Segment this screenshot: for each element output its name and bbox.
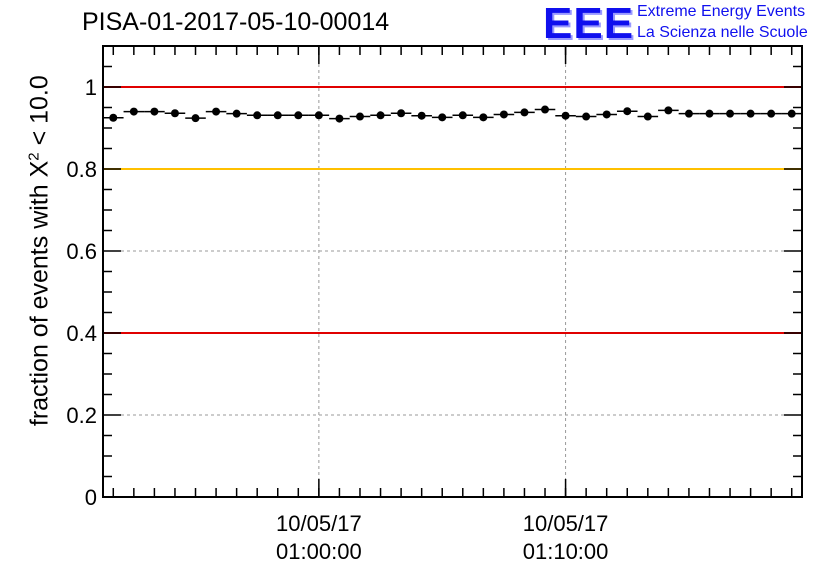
data-point: [616, 107, 638, 116]
data-point-marker: [499, 110, 508, 119]
data-point: [473, 113, 494, 122]
y-tick-label: 0: [85, 485, 97, 510]
data-point-marker: [705, 109, 714, 118]
data-point: [781, 109, 802, 118]
y-tick-label: 1: [85, 75, 97, 100]
data-point: [329, 114, 350, 123]
data-point-marker: [335, 114, 344, 123]
data-point: [144, 107, 165, 116]
data-point-marker: [417, 111, 426, 120]
data-point: [288, 111, 309, 120]
y-axis-label-suffix: < 10.0: [25, 75, 54, 153]
logo-text-line2: La Scienza nelle Scuole: [637, 24, 808, 41]
data-point-marker: [129, 107, 138, 116]
data-point: [596, 110, 617, 119]
data-point-marker: [684, 109, 693, 118]
data-point-marker: [109, 113, 118, 122]
data-point: [431, 113, 453, 122]
data-point: [246, 111, 268, 120]
data-point-marker: [520, 108, 529, 117]
y-tick-label: 0.2: [66, 403, 97, 428]
data-point-marker: [664, 106, 673, 115]
data-point-marker: [787, 109, 796, 118]
data-point-marker: [253, 111, 262, 120]
data-point-marker: [561, 111, 570, 120]
data-point-marker: [232, 109, 241, 118]
data-point-marker: [726, 109, 735, 118]
data-point: [637, 112, 659, 121]
data-point: [164, 109, 186, 118]
y-axis-label-exponent: 2: [25, 152, 43, 161]
data-point-marker: [746, 109, 755, 118]
y-tick-label: 0.8: [66, 157, 97, 182]
data-point: [658, 106, 679, 115]
data-point: [267, 111, 289, 120]
data-point: [349, 112, 371, 121]
data-point: [226, 109, 247, 118]
data-point: [390, 109, 412, 118]
data-point: [760, 109, 782, 118]
y-axis-label-symbol: X: [25, 160, 54, 178]
data-point-marker: [273, 111, 282, 120]
data-point: [185, 114, 206, 123]
data-point-marker: [397, 109, 406, 118]
logo-text-line1: Extreme Energy Events: [637, 3, 806, 20]
data-point-marker: [294, 111, 303, 120]
data-point-marker: [582, 112, 591, 121]
data-point: [411, 111, 432, 120]
data-point: [308, 111, 330, 120]
data-point-marker: [355, 112, 364, 121]
chart-title: PISA-01-2017-05-10-00014: [82, 8, 390, 36]
data-point: [719, 109, 741, 118]
y-axis-label: fraction of events with X2 < 10.0: [25, 26, 54, 476]
data-point-marker: [643, 112, 652, 121]
x-tick-label-date: 10/05/17: [276, 511, 362, 536]
eee-logo: EEE: [543, 0, 635, 48]
data-point-marker: [150, 107, 159, 116]
data-point: [678, 109, 700, 118]
data-point-marker: [212, 107, 221, 116]
data-point-marker: [314, 111, 323, 120]
data-point: [740, 109, 761, 118]
x-tick-labels: 10/05/17 01:00:00 10/05/17 01:10:00: [276, 511, 608, 564]
data-point-marker: [479, 113, 488, 122]
data-point: [534, 105, 556, 114]
data-point: [493, 110, 515, 119]
y-axis-label-container: fraction of events with X2 < 10.0: [0, 0, 53, 572]
x-tick-label-time: 01:00:00: [276, 539, 362, 564]
data-point-marker: [458, 111, 467, 120]
data-point-marker: [438, 113, 447, 122]
data-point-marker: [623, 107, 632, 116]
data-point: [205, 107, 227, 116]
data-point-marker: [602, 110, 611, 119]
data-point: [514, 108, 535, 117]
y-tick-label: 0.6: [66, 239, 97, 264]
y-tick-label: 0.4: [66, 321, 97, 346]
data-point: [103, 113, 124, 122]
y-tick-labels: 0 0.2 0.4 0.6 0.8 1: [66, 75, 97, 510]
data-point-marker: [170, 109, 179, 118]
y-axis-label-prefix: fraction of events with: [25, 177, 54, 427]
data-point: [370, 111, 391, 120]
data-point-marker: [191, 114, 200, 123]
x-tick-label-date: 10/05/17: [523, 511, 609, 536]
data-point: [452, 111, 474, 120]
data-point: [555, 111, 576, 120]
x-tick-label-time: 01:10:00: [523, 539, 609, 564]
data-point-marker: [767, 109, 776, 118]
data-point-marker: [541, 105, 550, 114]
data-points: [103, 105, 802, 123]
reference-lines: [103, 86, 802, 334]
axis-ticks: [103, 45, 802, 498]
data-point-marker: [376, 111, 385, 120]
data-point: [123, 107, 145, 116]
data-point: [699, 109, 720, 118]
data-point: [575, 112, 597, 121]
